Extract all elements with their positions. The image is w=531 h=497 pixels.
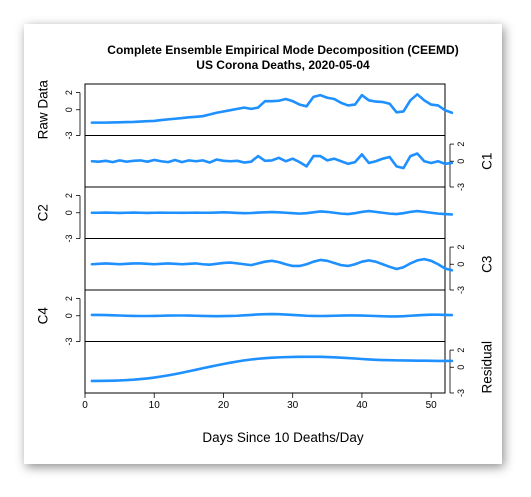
- series-line: [90, 152, 454, 170]
- y-tick-label: 0: [456, 365, 466, 370]
- panel-label: C1: [480, 153, 495, 170]
- y-tick-label: 2: [64, 193, 74, 198]
- y-tick-label: -3: [64, 337, 74, 345]
- ceemd-chart: Complete Ensemble Empirical Mode Decompo…: [36, 43, 495, 445]
- series-line: [90, 312, 454, 318]
- y-tick-label: -3: [456, 389, 466, 397]
- panel-label: C3: [480, 256, 495, 273]
- y-tick-label: 2: [64, 296, 74, 301]
- x-tick-label: 50: [426, 400, 438, 411]
- panel-residual: 2 0 -3 Residual: [84, 341, 495, 397]
- panel-label: Raw Data: [36, 80, 51, 140]
- panel-raw-data: 2 0 -3 Raw Data: [36, 80, 454, 140]
- y-tick-label: -3: [64, 131, 74, 139]
- y-tick-label: -3: [456, 286, 466, 294]
- panel-c3: 2 0 -3 C3: [84, 238, 495, 294]
- x-tick-label: 0: [82, 400, 88, 411]
- series-line: [90, 209, 454, 216]
- series-line: [90, 355, 454, 383]
- panel-c4: 2 0 -3 C4: [36, 289, 454, 346]
- x-tick-label: 30: [287, 400, 299, 411]
- x-axis-title: Days Since 10 Deaths/Day: [202, 430, 364, 445]
- y-tick-label: 2: [456, 348, 466, 353]
- panel-frame: [84, 83, 446, 136]
- y-tick-label: 2: [456, 142, 466, 147]
- y-tick-label: -3: [456, 183, 466, 191]
- y-tick-label: 0: [64, 107, 74, 112]
- y-tick-label: 0: [64, 313, 74, 318]
- panel-c1: 2 0 -3 C1: [84, 135, 495, 191]
- panel-frame: [84, 341, 446, 394]
- y-tick-label: 2: [64, 90, 74, 95]
- chart-card: Complete Ensemble Empirical Mode Decompo…: [24, 24, 502, 464]
- y-tick-label: 2: [456, 245, 466, 250]
- x-tick-label: 40: [356, 400, 368, 411]
- panels-group: 2 0 -3 Raw Data 2 0 -3 C1 2 0 -3 C2 2 0 -3 C3 2 0 -3 C4 2 0 -3…: [36, 80, 495, 397]
- y-tick-label: -3: [64, 234, 74, 242]
- y-tick-label: 0: [64, 210, 74, 215]
- x-tick-label: 20: [218, 400, 230, 411]
- x-tick-label: 10: [149, 400, 161, 411]
- panel-label: Residual: [480, 341, 495, 394]
- chart-subtitle: US Corona Deaths, 2020-05-04: [196, 58, 370, 72]
- chart-title: Complete Ensemble Empirical Mode Decompo…: [107, 43, 458, 57]
- y-tick-label: 0: [456, 159, 466, 164]
- series-line: [90, 257, 454, 272]
- panel-label: C4: [36, 307, 51, 325]
- x-axis: 0 10 20 30 40 50: [82, 393, 437, 411]
- panel-label: C2: [36, 204, 51, 221]
- y-tick-label: 0: [456, 262, 466, 267]
- panel-c2: 2 0 -3 C2: [36, 186, 454, 243]
- series-line: [90, 93, 454, 124]
